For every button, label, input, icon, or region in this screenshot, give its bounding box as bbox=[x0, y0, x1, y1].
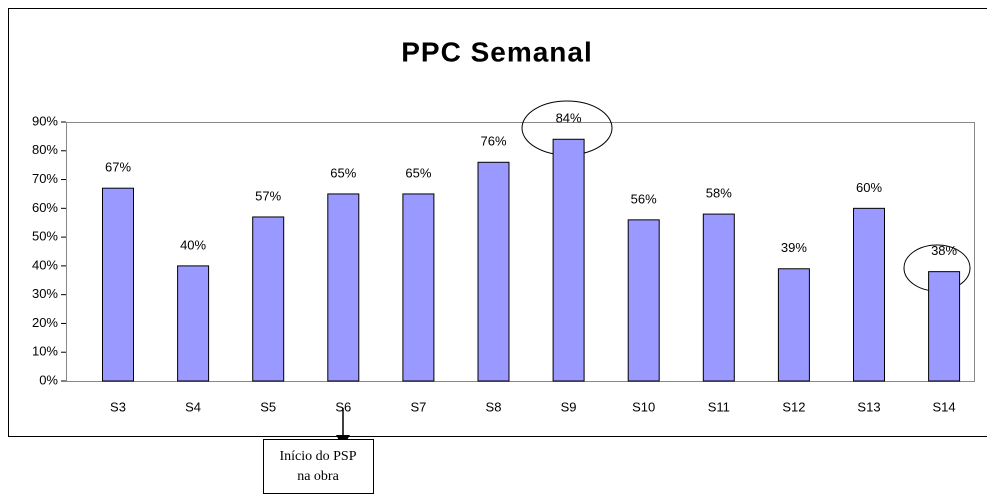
bar bbox=[477, 161, 510, 382]
annotation-box bbox=[263, 439, 374, 494]
data-label: 65% bbox=[405, 165, 431, 180]
x-tick-label: S14 bbox=[933, 399, 956, 414]
x-tick-label: S7 bbox=[410, 399, 426, 414]
data-label: 56% bbox=[631, 191, 657, 206]
bar bbox=[327, 193, 360, 382]
bar bbox=[928, 271, 961, 382]
bar bbox=[853, 207, 885, 382]
data-label: 39% bbox=[781, 240, 807, 255]
x-tick-label: S4 bbox=[185, 399, 201, 414]
annotation-text: na obra bbox=[297, 469, 339, 484]
data-label: 65% bbox=[330, 165, 356, 180]
bar bbox=[552, 138, 585, 382]
bar bbox=[627, 219, 660, 382]
x-tick-label: S11 bbox=[708, 399, 730, 414]
x-tick-label: S12 bbox=[782, 399, 805, 414]
bar bbox=[702, 213, 735, 382]
y-tick-label: 80% bbox=[32, 142, 58, 157]
y-tick-label: 50% bbox=[32, 229, 58, 244]
data-label: 38% bbox=[931, 243, 957, 258]
data-label: 58% bbox=[706, 186, 732, 201]
bar bbox=[252, 216, 285, 382]
y-tick-label: 40% bbox=[32, 257, 58, 272]
bar bbox=[177, 265, 210, 382]
x-tick-label: S3 bbox=[110, 399, 126, 414]
x-tick-label: S6 bbox=[335, 399, 351, 414]
y-tick-label: 30% bbox=[32, 286, 58, 301]
data-label: 84% bbox=[556, 111, 582, 126]
data-label: 60% bbox=[856, 180, 882, 195]
x-tick-label: S13 bbox=[857, 399, 880, 414]
x-tick-label: S10 bbox=[632, 399, 655, 414]
y-tick-label: 70% bbox=[32, 171, 58, 186]
y-tick-label: 10% bbox=[32, 344, 58, 359]
y-tick-label: 20% bbox=[32, 315, 58, 330]
y-tick-label: 60% bbox=[32, 200, 58, 215]
bar bbox=[402, 193, 435, 382]
plot-area bbox=[66, 122, 975, 382]
bar bbox=[102, 187, 134, 382]
chart-title: PPC Semanal bbox=[401, 36, 593, 67]
data-label: 57% bbox=[255, 188, 281, 203]
x-tick-label: S9 bbox=[561, 399, 577, 414]
x-tick-label: S8 bbox=[486, 399, 502, 414]
data-label: 40% bbox=[180, 237, 206, 252]
data-label: 76% bbox=[480, 134, 506, 149]
y-tick-label: 90% bbox=[32, 113, 58, 128]
y-tick-label: 0% bbox=[39, 372, 58, 387]
annotation-text: Início do PSP bbox=[279, 449, 356, 464]
bar bbox=[777, 268, 810, 382]
x-tick-label: S5 bbox=[260, 399, 276, 414]
data-label: 67% bbox=[105, 160, 131, 175]
